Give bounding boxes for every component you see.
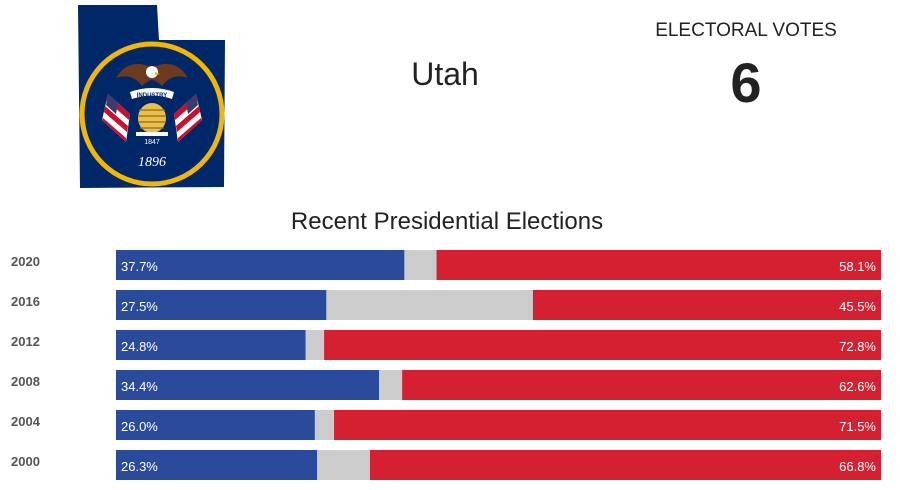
democrat-value-label: 26.3% <box>121 459 158 474</box>
beehive-icon <box>136 103 168 136</box>
republican-bar <box>532 290 881 320</box>
other-bar <box>314 410 335 440</box>
utah-state-flag-map: INDUSTRY 1847 1896 <box>78 5 225 188</box>
democrat-value-label: 37.7% <box>121 259 158 274</box>
other-bar <box>317 450 370 480</box>
democrat-bar <box>116 370 380 400</box>
democrat-value-label: 34.4% <box>121 379 158 394</box>
seal-founded-year: 1847 <box>144 139 160 146</box>
year-label: 2004 <box>11 414 41 429</box>
other-bar <box>326 290 533 320</box>
state-name: Utah <box>411 56 479 92</box>
year-label: 2020 <box>11 254 40 269</box>
democrat-bar <box>116 290 327 320</box>
seal-motto: INDUSTRY <box>137 93 167 99</box>
electoral-votes-value: 6 <box>730 51 762 114</box>
republican-bar <box>334 410 881 440</box>
other-bar <box>404 250 437 280</box>
motto-banner <box>130 88 174 99</box>
republican-value-label: 58.1% <box>839 259 876 274</box>
democrat-bar <box>116 250 405 280</box>
us-flag-left-icon <box>102 94 130 142</box>
year-label: 2012 <box>11 334 40 349</box>
democrat-value-label: 27.5% <box>121 299 158 314</box>
democrat-value-label: 26.0% <box>121 419 158 434</box>
democrat-bar <box>116 450 318 480</box>
republican-value-label: 62.6% <box>839 379 876 394</box>
republican-bar <box>369 450 881 480</box>
eagle-icon <box>116 63 188 86</box>
republican-bar <box>324 330 882 360</box>
republican-value-label: 66.8% <box>839 459 876 474</box>
other-bar <box>379 370 403 400</box>
other-bar <box>305 330 325 360</box>
democrat-value-label: 24.8% <box>121 339 158 354</box>
year-label: 2016 <box>11 294 40 309</box>
republican-value-label: 45.5% <box>839 299 876 314</box>
statehood-year: 1896 <box>138 155 166 170</box>
year-label: 2008 <box>11 374 40 389</box>
republican-value-label: 71.5% <box>839 419 876 434</box>
democrat-bar <box>116 410 315 440</box>
republican-bar <box>402 370 881 400</box>
seal-ring <box>79 41 225 187</box>
republican-bar <box>436 250 881 280</box>
electoral-votes-label: ELECTORAL VOTES <box>655 20 837 41</box>
democrat-bar <box>116 330 306 360</box>
year-label: 2000 <box>11 454 40 469</box>
chart-title: Recent Presidential Elections <box>290 208 604 235</box>
us-flag-right-icon <box>174 94 202 142</box>
republican-value-label: 72.8% <box>839 339 876 354</box>
